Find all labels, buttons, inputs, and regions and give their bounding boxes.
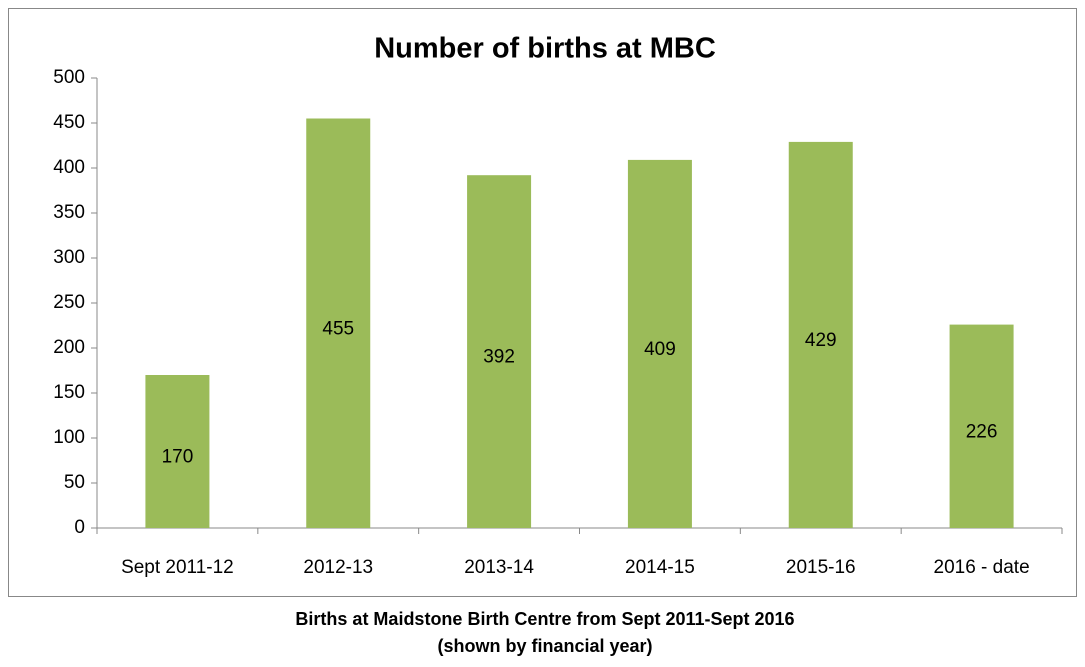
bar xyxy=(145,375,210,528)
data-label: 429 xyxy=(805,330,837,351)
y-tick-label: 400 xyxy=(53,157,85,178)
x-tick-label: Sept 2011-12 xyxy=(121,557,234,578)
x-tick-label: 2016 - date xyxy=(934,557,1030,578)
data-label: 392 xyxy=(483,347,515,368)
x-tick-label: 2013-14 xyxy=(464,557,534,578)
x-tick-label: 2012-13 xyxy=(303,557,373,578)
y-tick-label: 450 xyxy=(53,112,85,133)
caption: Births at Maidstone Birth Centre from Se… xyxy=(295,609,794,629)
bar xyxy=(627,159,692,528)
y-tick-label: 0 xyxy=(74,517,85,538)
y-tick-label: 500 xyxy=(53,67,85,88)
chart-title: Number of births at MBC xyxy=(374,33,716,65)
y-tick-label: 50 xyxy=(64,472,85,493)
data-label: 409 xyxy=(644,339,676,360)
x-tick-label: 2015-16 xyxy=(786,557,856,578)
bar xyxy=(467,175,532,528)
y-tick-label: 150 xyxy=(53,382,85,403)
y-tick-label: 100 xyxy=(53,427,85,448)
caption: (shown by financial year) xyxy=(437,636,652,656)
y-tick-label: 300 xyxy=(53,247,85,268)
data-label: 226 xyxy=(966,421,998,442)
data-label: 455 xyxy=(322,318,354,339)
bar xyxy=(788,141,853,528)
data-label: 170 xyxy=(162,447,194,468)
y-tick-label: 200 xyxy=(53,337,85,358)
y-tick-label: 350 xyxy=(53,202,85,223)
y-tick-label: 250 xyxy=(53,292,85,313)
x-tick-label: 2014-15 xyxy=(625,557,695,578)
bar xyxy=(306,118,371,528)
bar xyxy=(949,324,1014,528)
